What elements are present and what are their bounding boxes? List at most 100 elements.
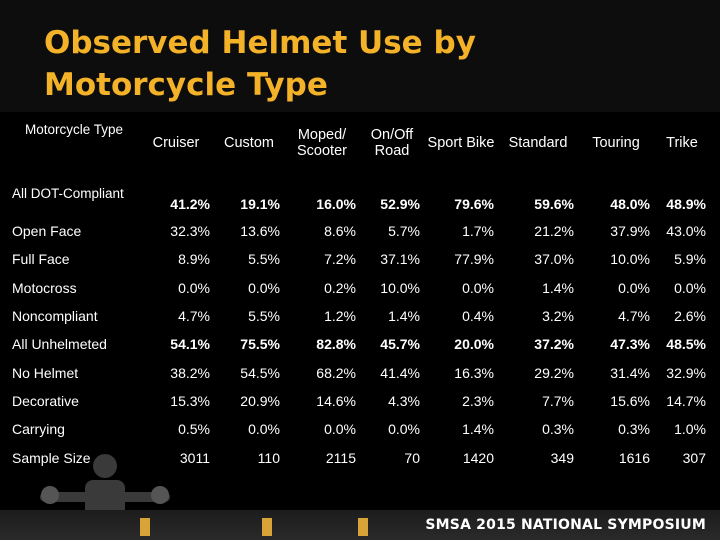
footer-text: SMSA 2015 NATIONAL SYMPOSIUM [425, 517, 706, 533]
table-cell: 77.9% [454, 251, 494, 268]
table-row: Open Face 32.3% 13.6% 8.6% 5.7% 1.7% 21.2% 37.9… [10, 217, 710, 245]
table-cell: 2.6% [674, 308, 706, 325]
table-cell: 0.5% [178, 421, 210, 438]
table-cell: 10.0% [380, 279, 420, 296]
table-cell: 1.4% [388, 308, 420, 325]
table-cell: 8.6% [324, 223, 356, 240]
table-cell: 1.2% [324, 308, 356, 325]
column-header: Sport Bike [424, 116, 498, 170]
row-label: Carrying [12, 421, 65, 438]
row-label: All Unhelmeted [12, 336, 107, 353]
title-band [0, 0, 720, 112]
table-cell: 38.2% [170, 364, 210, 381]
table-cell: 1.7% [462, 223, 494, 240]
table-cell: 16.0% [316, 196, 356, 212]
table-cell: 48.5% [666, 336, 706, 353]
table-cell: 110 [257, 449, 280, 466]
row-label: Noncompliant [12, 308, 98, 325]
table-cell: 3.2% [542, 308, 574, 325]
table-cell: 14.6% [316, 392, 356, 409]
row-label: Motocross [12, 279, 77, 296]
row-label: Decorative [12, 392, 79, 409]
row-label: Full Face [12, 251, 70, 268]
table-cell: 43.0% [666, 223, 706, 240]
table-cell: 5.5% [248, 251, 280, 268]
table-cell: 4.7% [618, 308, 650, 325]
table-row: All Unhelmeted 54.1% 75.5% 82.8% 45.7% 20.0% 3… [10, 330, 710, 358]
table-cell: 5.7% [388, 223, 420, 240]
table-cell: 15.3% [170, 392, 210, 409]
table-cell: 4.7% [178, 308, 210, 325]
table-cell: 75.5% [240, 336, 280, 353]
column-header: Motorcycle Type [10, 116, 138, 170]
table-cell: 37.2% [534, 336, 574, 353]
table-cell: 32.9% [666, 364, 706, 381]
table-cell: 41.4% [380, 364, 420, 381]
column-header: Moped/ Scooter [284, 116, 360, 170]
table-cell: 7.2% [324, 251, 356, 268]
table-cell: 59.6% [534, 196, 574, 212]
table-row: Full Face 8.9% 5.5% 7.2% 37.1% 77.9% 37.0% 10.0… [10, 245, 710, 273]
column-header: Cruiser [138, 116, 214, 170]
table-cell: 32.3% [170, 223, 210, 240]
table-cell: 4.3% [388, 392, 420, 409]
table-cell: 70 [404, 449, 420, 466]
table-cell: 10.0% [610, 251, 650, 268]
table-cell: 37.9% [610, 223, 650, 240]
table-cell: 41.2% [170, 196, 210, 212]
table-cell: 5.9% [674, 251, 706, 268]
column-header: Standard [498, 116, 578, 170]
table-cell: 8.9% [178, 251, 210, 268]
helmet-use-table: Motorcycle Type Cruiser Custom Moped/ Sc… [10, 116, 710, 472]
table-cell: 307 [682, 449, 706, 466]
table-row: Decorative 15.3% 20.9% 14.6% 4.3% 2.3% 7.7% 15.… [10, 387, 710, 415]
table-cell: 0.3% [542, 421, 574, 438]
table-cell: 0.3% [618, 421, 650, 438]
helmet-use-table-wrap: Motorcycle Type Cruiser Custom Moped/ Sc… [10, 116, 710, 472]
table-cell: 79.6% [454, 196, 494, 212]
table-cell: 48.0% [610, 196, 650, 212]
column-header: On/Off Road [360, 116, 424, 170]
table-row: Sample Size 3011 110 2115 70 1420 349 1616 307 [10, 443, 710, 471]
table-cell: 0.0% [388, 421, 420, 438]
table-cell: 14.7% [666, 392, 706, 409]
column-header: Custom [214, 116, 284, 170]
table-cell: 54.1% [170, 336, 210, 353]
table-cell: 37.1% [380, 251, 420, 268]
table-cell: 0.0% [248, 279, 280, 296]
table-cell: 20.9% [240, 392, 280, 409]
table-cell: 54.5% [240, 364, 280, 381]
table-cell: 3011 [179, 449, 210, 466]
header-row: Motorcycle Type Cruiser Custom Moped/ Sc… [10, 116, 710, 170]
table-cell: 13.6% [240, 223, 280, 240]
slide-title: Observed Helmet Use by Motorcycle Type [44, 25, 476, 103]
table-row: Noncompliant 4.7% 5.5% 1.2% 1.4% 0.4% 3.2% 4.7%… [10, 302, 710, 330]
table-cell: 5.5% [248, 308, 280, 325]
column-header: Trike [654, 116, 710, 170]
table-row: Carrying 0.5% 0.0% 0.0% 0.0% 1.4% 0.3% 0.3% 1.0% [10, 415, 710, 443]
table-cell: 1.0% [674, 421, 706, 438]
table-cell: 1616 [618, 449, 650, 466]
row-label: Sample Size [12, 449, 91, 466]
table-cell: 15.6% [610, 392, 650, 409]
table-cell: 0.0% [324, 421, 356, 438]
table-cell: 47.3% [610, 336, 650, 353]
table-cell: 82.8% [316, 336, 356, 353]
table-cell: 0.0% [618, 279, 650, 296]
table-cell: 2.3% [462, 392, 494, 409]
table-cell: 29.2% [534, 364, 574, 381]
table-cell: 37.0% [534, 251, 574, 268]
table-row: Motocross 0.0% 0.0% 0.2% 10.0% 0.0% 1.4% 0.0% 0.… [10, 274, 710, 302]
column-header: Touring [578, 116, 654, 170]
table-cell: 21.2% [534, 223, 574, 240]
table-cell: 31.4% [610, 364, 650, 381]
table-cell: 68.2% [316, 364, 356, 381]
table-cell: 0.0% [248, 421, 280, 438]
table-cell: 45.7% [380, 336, 420, 353]
table-cell: 0.4% [462, 308, 494, 325]
table-body: All DOT-Compliant 41.2% 19.1% 16.0% 52.9% 79.… [10, 170, 710, 472]
table-cell: 16.3% [454, 364, 494, 381]
lane-mark [140, 518, 150, 536]
table-cell: 7.7% [542, 392, 574, 409]
lane-mark [262, 518, 272, 536]
